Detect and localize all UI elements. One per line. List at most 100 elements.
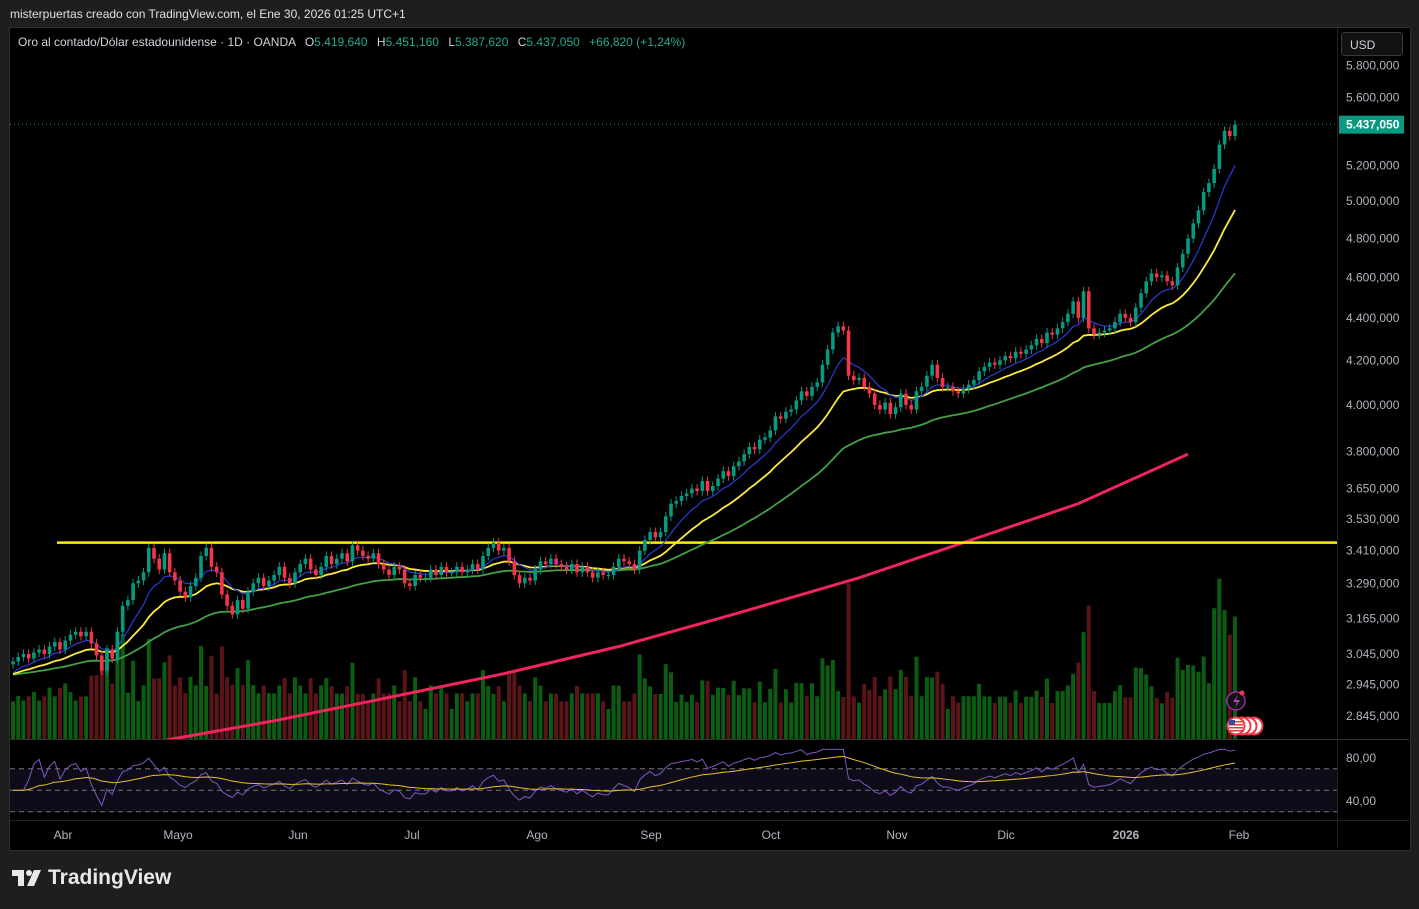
price-tick-label: 2.845,000 xyxy=(1346,709,1400,723)
candle xyxy=(115,627,120,664)
candle xyxy=(1160,270,1164,282)
candle xyxy=(669,499,673,522)
candle xyxy=(726,466,731,481)
candle xyxy=(1233,120,1237,141)
candle xyxy=(590,567,595,583)
candle xyxy=(1113,317,1117,333)
volume-bar xyxy=(580,693,585,739)
price-tick-label: 4.400,000 xyxy=(1346,311,1400,325)
candle xyxy=(16,652,21,667)
volume-bar xyxy=(1024,696,1029,739)
volume-bar xyxy=(1097,702,1102,739)
close-value: 5.437,050 xyxy=(526,35,580,49)
volume-bar xyxy=(804,696,809,739)
candle xyxy=(183,587,188,602)
candle xyxy=(909,400,914,415)
candle xyxy=(789,404,793,417)
candle xyxy=(449,567,454,577)
candle xyxy=(1201,187,1206,215)
currency-button[interactable]: USD xyxy=(1341,32,1403,56)
symbol-legend: Oro al contado/Dólar estadounidense · 1D… xyxy=(18,35,685,49)
candle xyxy=(381,559,386,575)
price-pane[interactable] xyxy=(11,120,1337,767)
volume-bar xyxy=(684,701,689,739)
candle xyxy=(94,638,99,661)
volume-bar xyxy=(131,660,136,739)
candle xyxy=(616,554,621,572)
volume-bar xyxy=(533,677,538,739)
volume-bar xyxy=(1029,696,1034,739)
volume-bar xyxy=(898,669,903,739)
candle xyxy=(105,644,109,676)
candle xyxy=(1086,286,1091,333)
volume-bar xyxy=(632,693,637,739)
ma200-line xyxy=(163,452,1189,739)
candle xyxy=(784,407,788,424)
ema-mid-line xyxy=(12,209,1236,675)
volume-bar xyxy=(1107,703,1112,739)
volume-bar xyxy=(836,690,841,739)
volume-bar xyxy=(883,689,888,739)
volume-bar xyxy=(214,693,219,739)
tradingview-logo[interactable]: TradingView xyxy=(12,866,171,890)
candle xyxy=(84,627,88,641)
volume-bar xyxy=(199,646,203,739)
volume-bar xyxy=(167,655,172,739)
volume-bar xyxy=(810,683,814,739)
volume-bar xyxy=(1175,657,1180,739)
candle xyxy=(225,589,229,611)
candle xyxy=(925,371,929,392)
candle xyxy=(1191,218,1196,244)
candle xyxy=(752,442,757,454)
candle xyxy=(1196,205,1201,228)
volume-bar xyxy=(543,701,548,739)
volume-bar xyxy=(1039,696,1044,739)
candle xyxy=(517,570,522,588)
candle xyxy=(564,562,569,575)
volume-bar xyxy=(360,693,365,739)
volume-bar xyxy=(627,701,632,739)
volume-bar xyxy=(1144,674,1149,739)
rsi-pane[interactable] xyxy=(10,748,1337,813)
candle xyxy=(992,357,997,370)
volume-bar xyxy=(481,670,485,739)
high-value: 5.451,160 xyxy=(385,35,439,49)
symbol-name[interactable]: Oro al contado/Dólar estadounidense · 1D… xyxy=(18,35,296,49)
candle xyxy=(747,442,752,459)
volume-bar xyxy=(846,583,851,739)
candle xyxy=(1165,270,1169,286)
volume-bar xyxy=(794,682,799,739)
us-flag-event-icon[interactable] xyxy=(1226,716,1264,736)
change-value: +66,820 (+1,24%) xyxy=(589,35,686,49)
candle xyxy=(1081,286,1086,323)
volume-bar xyxy=(449,709,454,739)
volume-bar xyxy=(1233,616,1237,739)
volume-bar xyxy=(115,631,120,739)
volume-bar xyxy=(444,693,449,739)
volume-bar xyxy=(825,665,830,739)
volume-bar xyxy=(31,691,36,739)
volume-bar xyxy=(940,683,945,739)
volume-bar xyxy=(716,687,720,739)
volume-bar xyxy=(601,701,606,739)
volume-bar xyxy=(240,684,245,739)
candle xyxy=(846,325,851,381)
volume-bar xyxy=(486,685,491,739)
candle xyxy=(486,543,491,561)
volume-bar xyxy=(857,702,861,739)
candle xyxy=(1102,325,1107,338)
volume-bar xyxy=(63,683,68,739)
candle xyxy=(324,551,329,572)
volume-bar xyxy=(266,693,271,739)
volume-bar xyxy=(653,694,658,739)
candle xyxy=(1118,309,1122,327)
lightning-icon[interactable] xyxy=(1226,690,1246,711)
candle xyxy=(1008,351,1013,363)
volume-bar xyxy=(757,681,762,739)
volume-bar xyxy=(308,678,313,739)
price-tick-label: 3.650,000 xyxy=(1346,482,1400,496)
candle xyxy=(1217,139,1222,174)
time-tick-label: Mayo xyxy=(163,828,193,842)
candle xyxy=(820,360,825,387)
